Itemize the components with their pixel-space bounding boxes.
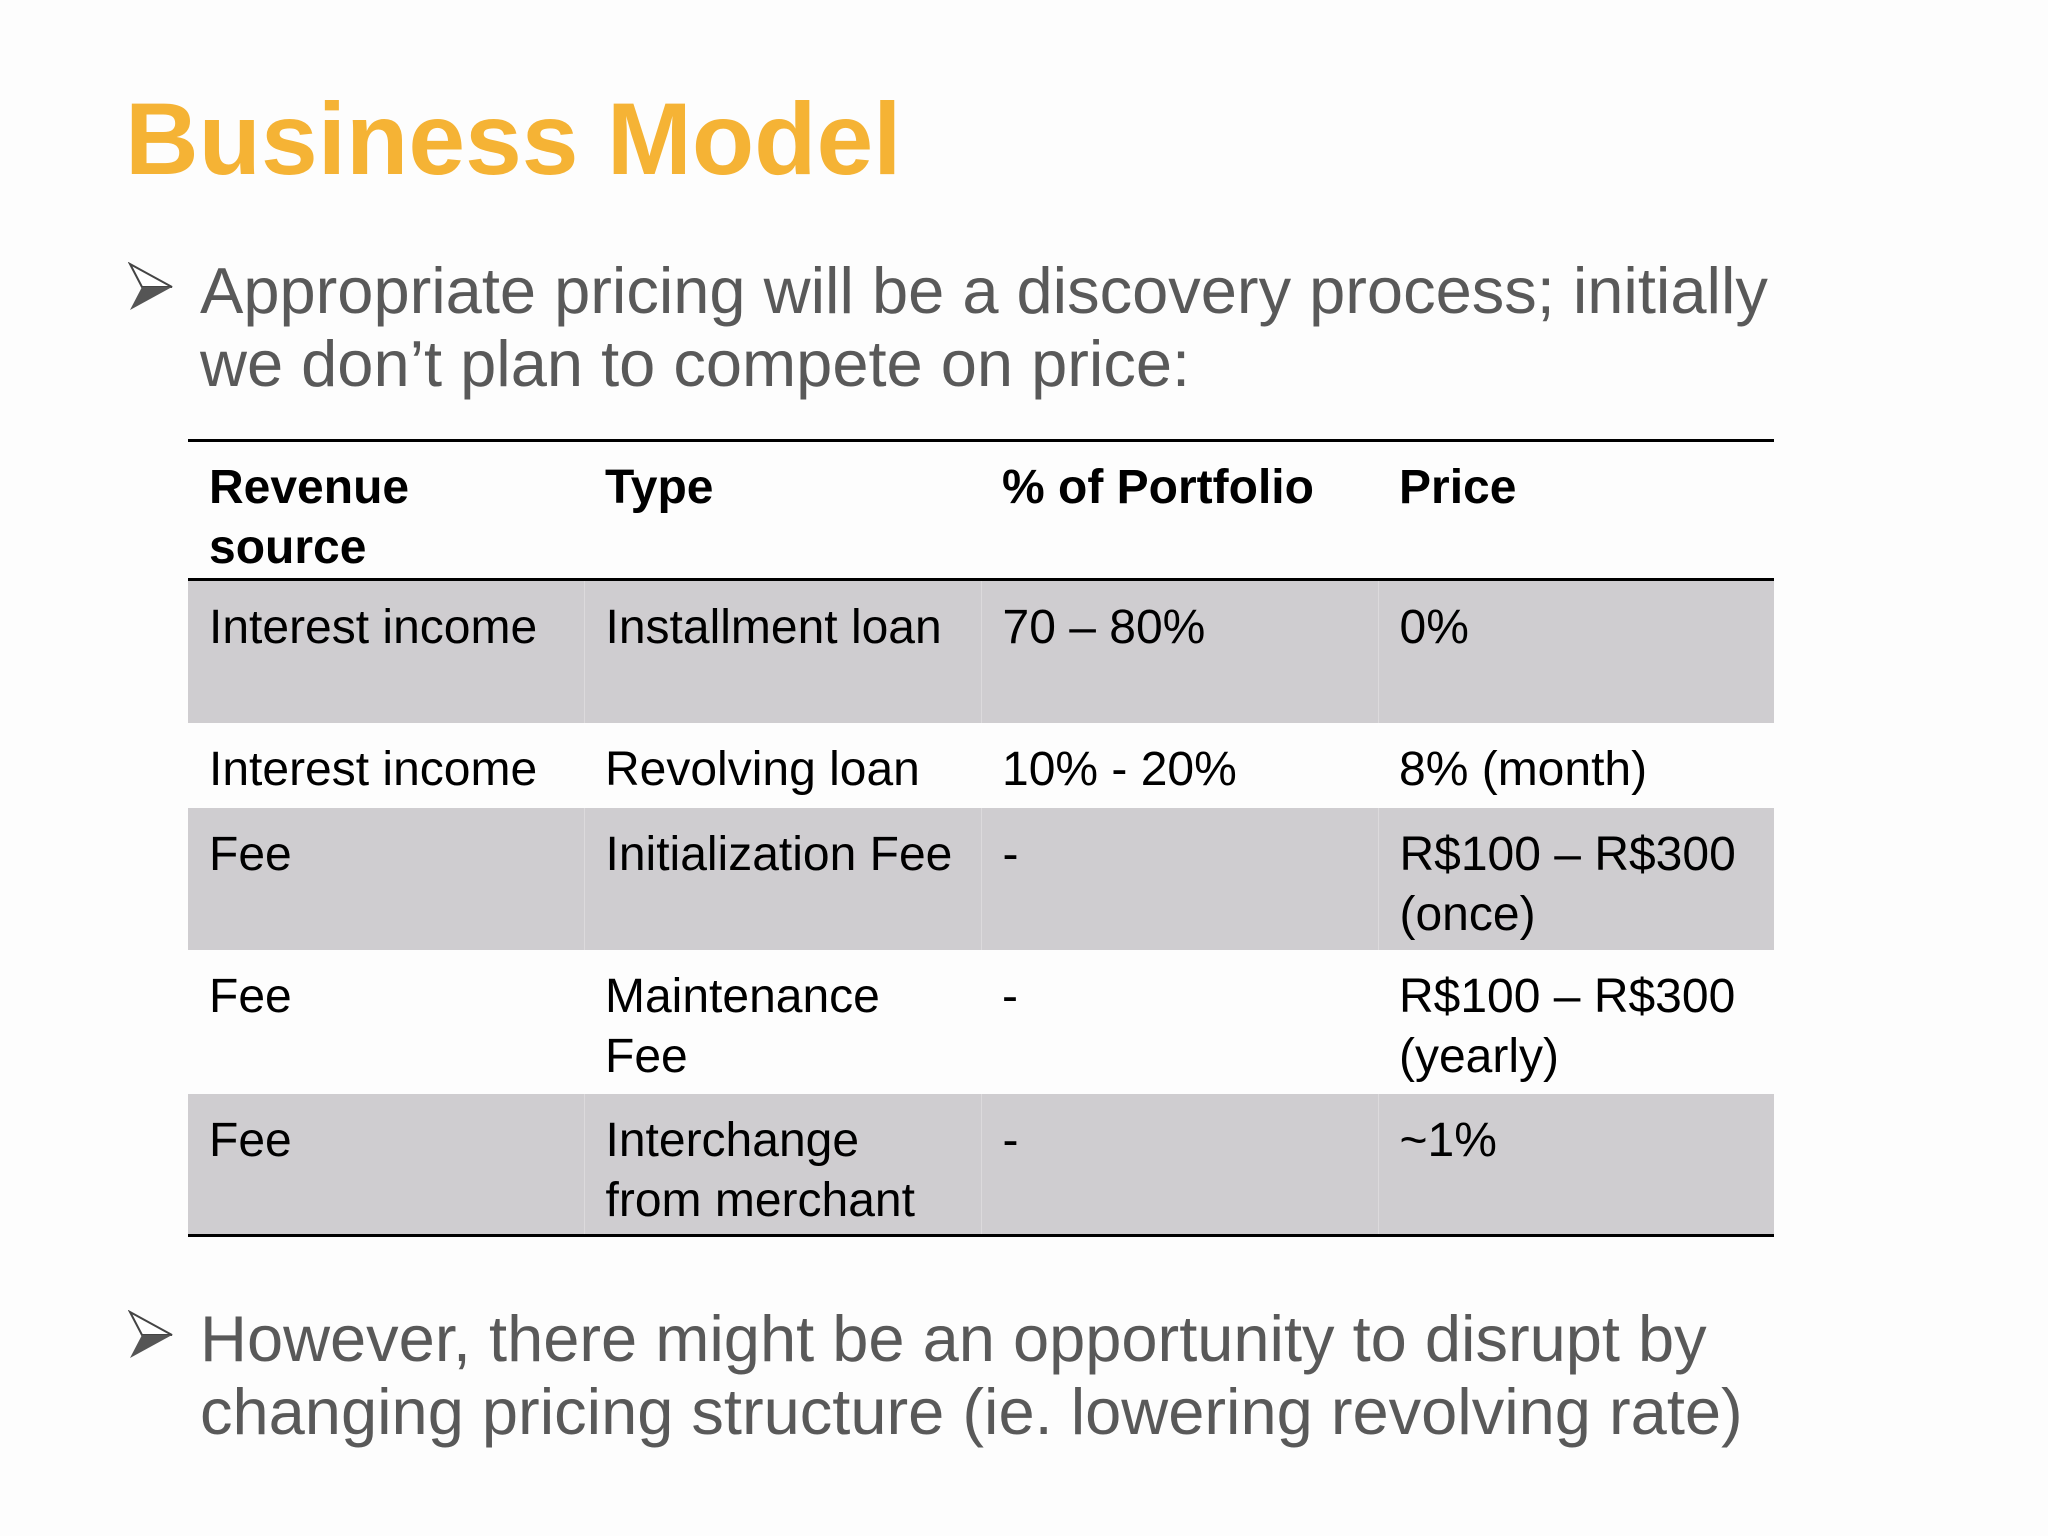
arrowhead-bullet-icon: [128, 262, 173, 310]
table-row: Fee Initialization Fee - R$100 – R$300 (…: [188, 807, 1774, 950]
cell-type: Revolving loan: [605, 742, 920, 796]
arrowhead-bullet-icon: [128, 1310, 173, 1358]
cell-revenue-source: Fee: [188, 1093, 584, 1236]
cell-price: R$100 – R$300 (once): [1377, 807, 1774, 950]
cell-portfolio-pct: 70 – 80%: [980, 579, 1378, 723]
cell-type: Initialization Fee: [583, 807, 981, 950]
header-revenue-source: Revenue source: [209, 461, 410, 574]
cell-type: Installment loan: [583, 579, 981, 723]
header-price: Price: [1399, 461, 1517, 514]
cell-revenue-source: Fee: [209, 969, 292, 1023]
table-header-row: Revenue source Type % of Portfolio Price: [188, 440, 1774, 580]
header-portfolio-pct: % of Portfolio: [1002, 461, 1314, 514]
cell-type: Interchange from merchant: [583, 1093, 981, 1236]
cell-price: ~1%: [1377, 1093, 1774, 1236]
cell-revenue-source: Interest income: [209, 742, 538, 796]
cell-revenue-source: Interest income: [188, 579, 584, 723]
cell-revenue-source: Fee: [188, 807, 584, 950]
slide-title: Business Model: [125, 82, 902, 196]
cell-portfolio-pct: -: [1002, 969, 1018, 1023]
cell-price: R$100 – R$300 (yearly): [1399, 969, 1736, 1083]
cell-price: 8% (month): [1399, 742, 1648, 796]
cell-portfolio-pct: 10% - 20%: [1002, 742, 1237, 796]
cell-type: Maintenance Fee: [605, 969, 880, 1083]
bullet-line: we don’t plan to compete on price:: [200, 327, 1191, 400]
table-row: Interest income Installment loan 70 – 80…: [188, 579, 1774, 723]
cell-portfolio-pct: -: [980, 1093, 1378, 1236]
revenue-table: Revenue source Type % of Portfolio Price…: [188, 439, 1774, 1237]
bullet-line: Appropriate pricing will be a discovery …: [200, 254, 1768, 327]
table-row: Interest income Revolving loan 10% - 20%…: [188, 723, 1774, 808]
cell-price: 0%: [1377, 579, 1774, 723]
table-row: Fee Maintenance Fee - R$100 – R$300 (yea…: [188, 950, 1774, 1094]
cell-portfolio-pct: -: [980, 807, 1378, 950]
header-type: Type: [605, 461, 714, 514]
bullet-line: changing pricing structure (ie. lowering…: [200, 1375, 1743, 1448]
bullet-disrupt-opportunity: However, there might be an opportunity t…: [200, 1302, 1900, 1448]
table-row: Fee Interchange from merchant - ~1%: [188, 1093, 1774, 1236]
bullet-pricing-discovery: Appropriate pricing will be a discovery …: [200, 254, 1900, 400]
bullet-line: However, there might be an opportunity t…: [200, 1302, 1707, 1375]
